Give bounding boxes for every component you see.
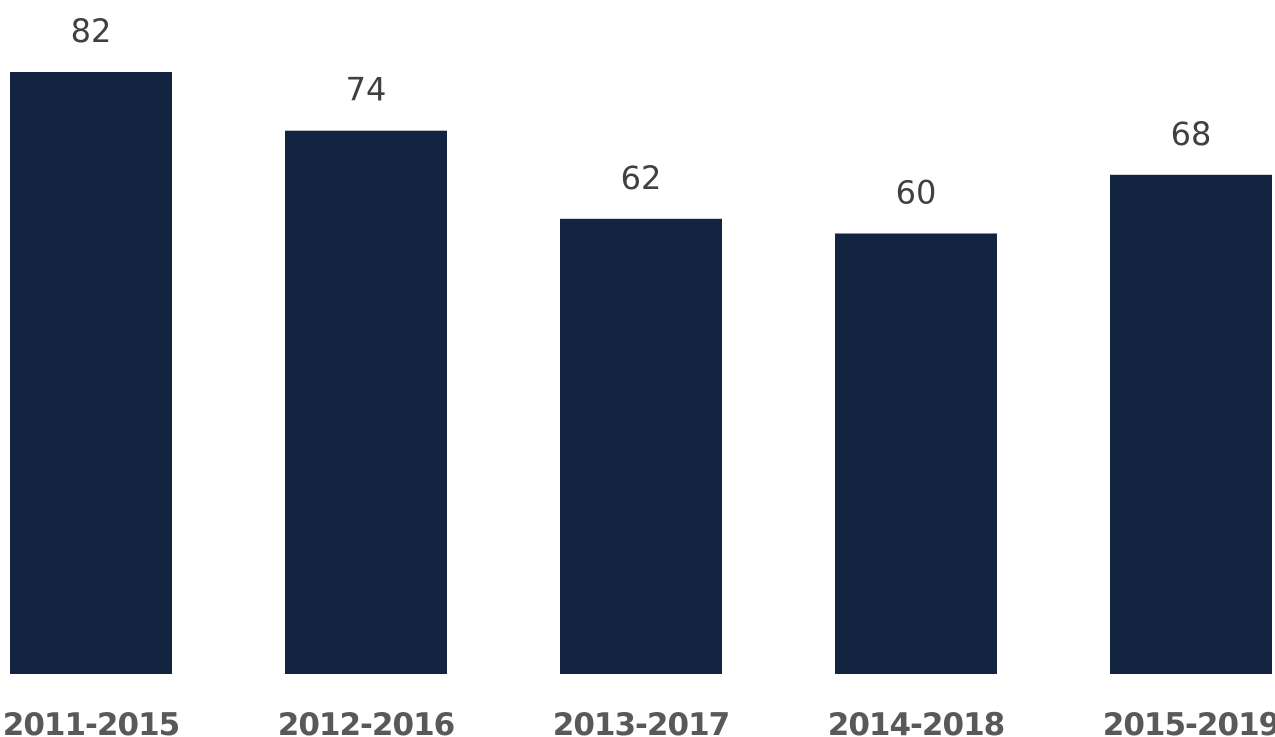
category-label-2011-2015: 2011-2015 bbox=[3, 707, 179, 737]
bars-group bbox=[10, 72, 1272, 675]
category-label-2013-2017: 2013-2017 bbox=[553, 707, 729, 737]
value-label-2011-2015: 82 bbox=[71, 12, 112, 50]
category-label-2014-2018: 2014-2018 bbox=[828, 707, 1004, 737]
value-label-2014-2018: 60 bbox=[896, 174, 937, 212]
bar-2015-2019 bbox=[1110, 174, 1272, 675]
bar-2013-2017 bbox=[560, 218, 722, 675]
value-label-2013-2017: 62 bbox=[621, 159, 662, 197]
category-label-2015-2019: 2015-2019 bbox=[1103, 707, 1275, 737]
value-labels-group: 82 74 62 60 68 bbox=[71, 12, 1212, 212]
category-label-2012-2016: 2012-2016 bbox=[278, 707, 454, 737]
value-label-2012-2016: 74 bbox=[346, 71, 387, 109]
bar-2011-2015 bbox=[10, 72, 172, 674]
value-label-2015-2019: 68 bbox=[1171, 115, 1212, 153]
bar-2014-2018 bbox=[835, 233, 997, 674]
bar-2012-2016 bbox=[285, 130, 447, 674]
category-labels-group: 2011-2015 2012-2016 2013-2017 2014-2018 2015… bbox=[3, 707, 1275, 737]
